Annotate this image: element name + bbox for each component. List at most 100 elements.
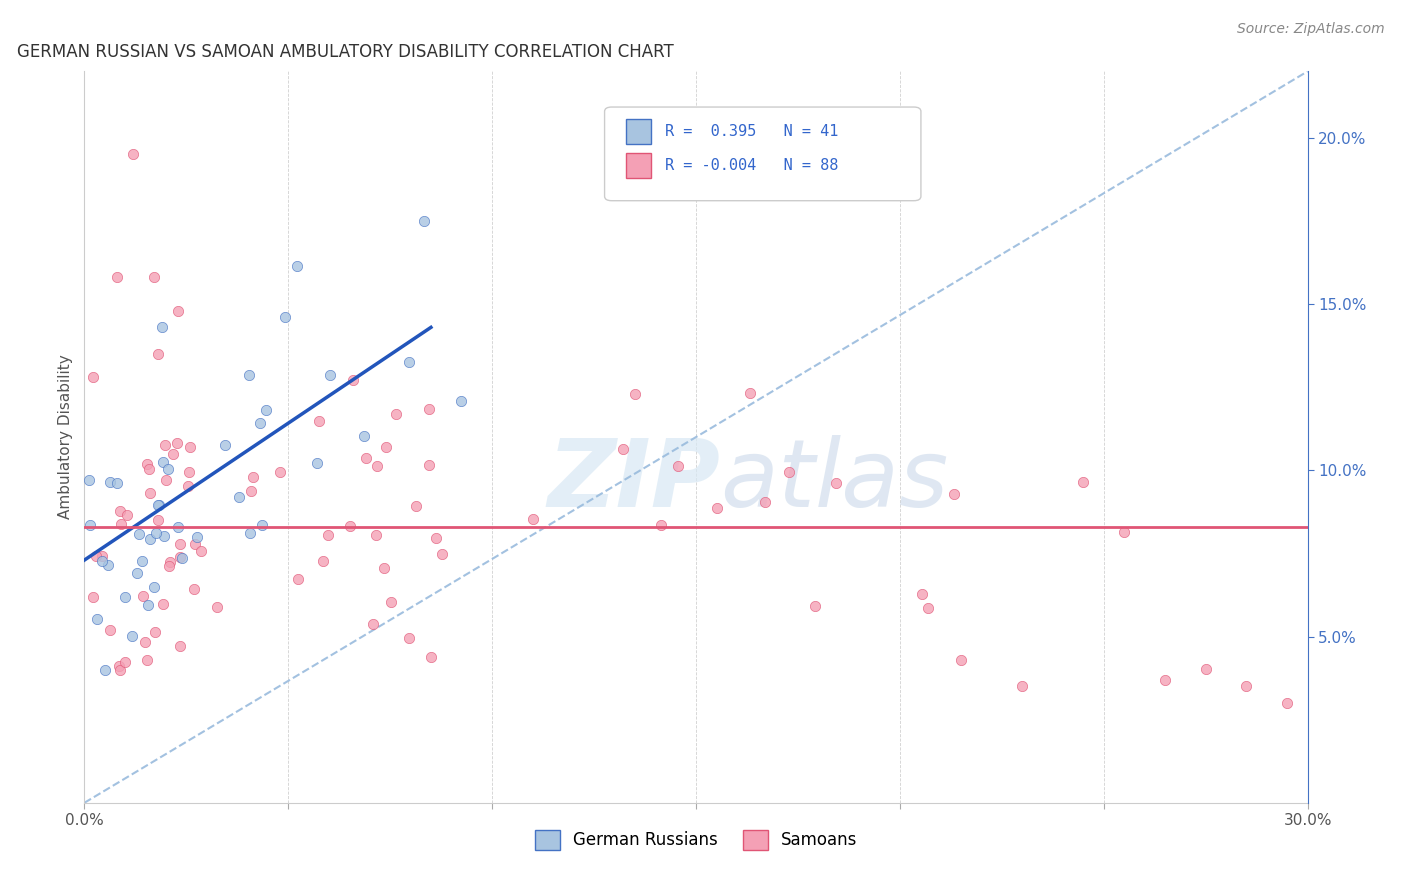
Legend: German Russians, Samoans: German Russians, Samoans xyxy=(527,823,865,856)
Point xyxy=(1114,525,1136,540)
Point xyxy=(803,599,825,614)
Point xyxy=(418,402,440,417)
Point xyxy=(917,601,939,615)
Point xyxy=(364,528,387,542)
Point xyxy=(146,347,169,361)
Point xyxy=(179,440,201,454)
Point xyxy=(1277,696,1299,710)
Point xyxy=(157,558,180,573)
Point xyxy=(94,663,117,677)
Point xyxy=(405,499,427,513)
Point xyxy=(91,549,114,564)
Point xyxy=(143,580,166,594)
Point xyxy=(214,437,236,451)
Point xyxy=(107,659,129,673)
Point xyxy=(1154,673,1177,687)
Point xyxy=(98,624,121,638)
Point xyxy=(170,550,193,565)
Point xyxy=(911,587,934,601)
Point xyxy=(162,447,184,461)
Point xyxy=(706,501,728,516)
Point xyxy=(666,459,689,474)
Point xyxy=(1195,662,1218,676)
Text: R = -0.004   N = 88: R = -0.004 N = 88 xyxy=(665,158,838,172)
Point xyxy=(624,386,647,401)
Point xyxy=(159,555,181,569)
Point xyxy=(152,455,174,469)
Point xyxy=(950,653,973,667)
Point xyxy=(239,526,262,541)
Point xyxy=(110,517,132,532)
Point xyxy=(342,373,364,387)
Point xyxy=(128,527,150,541)
Point xyxy=(754,495,776,509)
Point xyxy=(142,270,165,285)
Point xyxy=(307,456,329,470)
Point xyxy=(114,656,136,670)
Point xyxy=(77,474,100,488)
Point xyxy=(650,518,672,533)
Point xyxy=(269,465,291,479)
Point xyxy=(146,513,169,527)
Text: ZIP: ZIP xyxy=(547,435,720,527)
Point xyxy=(97,558,120,572)
Point xyxy=(287,259,309,273)
Point xyxy=(86,549,108,563)
Point xyxy=(1236,680,1258,694)
Point xyxy=(412,214,434,228)
Point xyxy=(167,519,190,533)
Text: GERMAN RUSSIAN VS SAMOAN AMBULATORY DISABILITY CORRELATION CHART: GERMAN RUSSIAN VS SAMOAN AMBULATORY DISA… xyxy=(17,44,673,62)
Point xyxy=(316,527,339,541)
Point xyxy=(228,490,250,504)
Point xyxy=(105,270,128,285)
Point xyxy=(148,498,170,512)
Point xyxy=(134,635,156,649)
Point xyxy=(153,529,176,543)
Y-axis label: Ambulatory Disability: Ambulatory Disability xyxy=(58,355,73,519)
Point xyxy=(177,479,200,493)
Point xyxy=(308,414,330,428)
Point xyxy=(127,566,149,581)
Point xyxy=(136,457,159,471)
Point xyxy=(82,591,104,605)
Point xyxy=(156,462,179,476)
Point xyxy=(166,435,188,450)
Point xyxy=(105,476,128,491)
Point xyxy=(186,530,208,544)
Point xyxy=(177,465,200,479)
Point xyxy=(249,416,271,430)
Point xyxy=(775,157,797,171)
Point xyxy=(143,625,166,640)
Point xyxy=(114,590,136,604)
Point xyxy=(131,554,153,568)
Point xyxy=(373,561,395,575)
Point xyxy=(287,572,309,586)
Point xyxy=(155,437,177,451)
Point xyxy=(207,599,229,614)
Point xyxy=(100,475,122,489)
Point xyxy=(825,476,848,491)
Point xyxy=(1073,475,1095,490)
Point xyxy=(420,650,443,665)
Point xyxy=(242,470,264,484)
Point xyxy=(522,512,544,526)
Point xyxy=(354,451,377,466)
Point xyxy=(91,554,114,568)
Point xyxy=(254,403,277,417)
Point xyxy=(274,310,297,325)
Point xyxy=(779,465,801,479)
Point xyxy=(250,518,273,533)
Point xyxy=(122,147,145,161)
Text: R =  0.395   N = 41: R = 0.395 N = 41 xyxy=(665,124,838,138)
Point xyxy=(740,386,762,401)
Point xyxy=(169,549,191,564)
Point xyxy=(366,458,388,473)
Point xyxy=(380,595,402,609)
Text: atlas: atlas xyxy=(720,435,949,526)
Point xyxy=(148,498,170,512)
Point xyxy=(150,320,173,334)
Point xyxy=(374,440,396,454)
Point xyxy=(117,508,139,522)
Point xyxy=(1011,680,1033,694)
Point xyxy=(138,599,160,613)
